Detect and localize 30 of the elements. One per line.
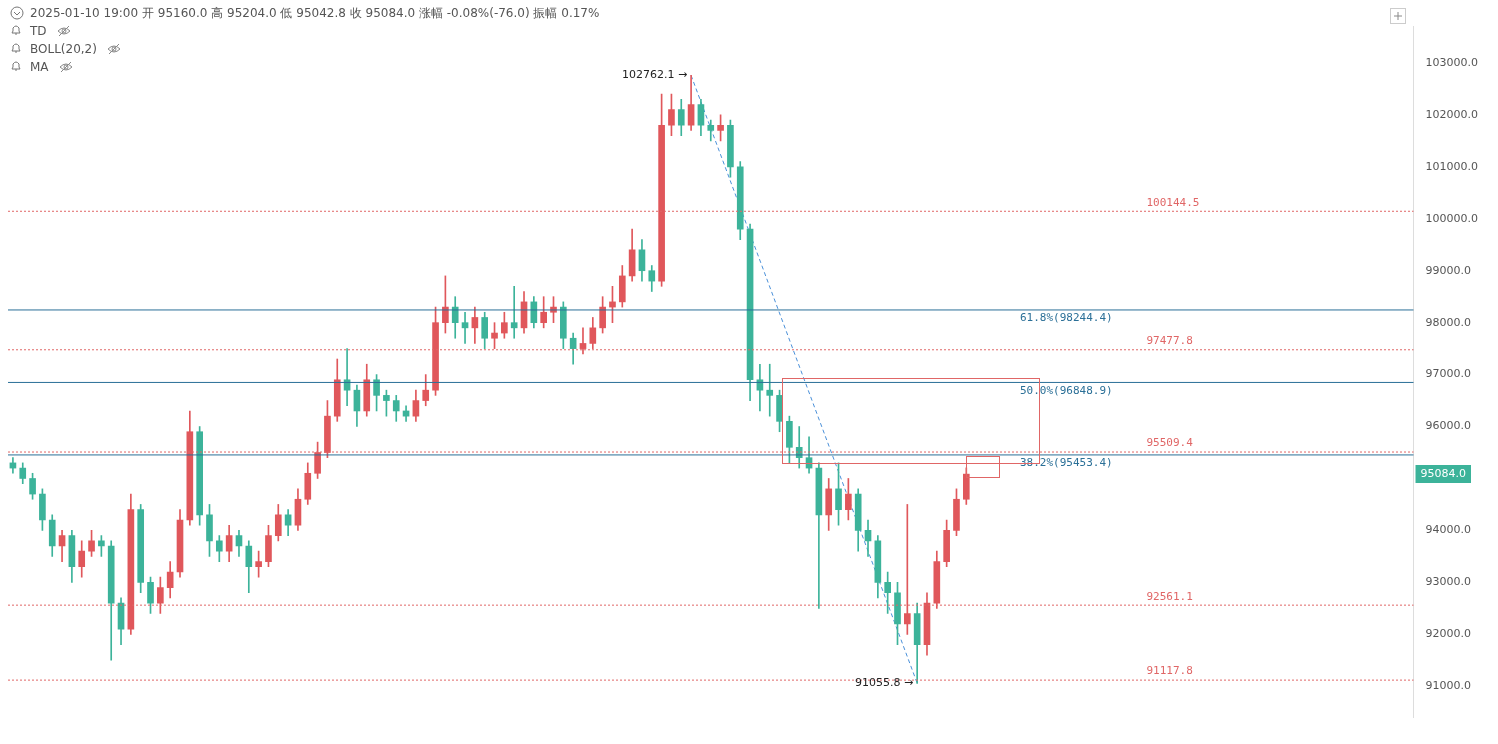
annotation: 102762.1 → [621,68,688,82]
ref-line-label: 91117.8 [1146,664,1193,678]
annotation: MA [30,60,49,74]
y-tick-label: 102000.0 [1425,107,1479,121]
y-tick-label: 92000.0 [1425,627,1472,641]
ref-line-label: 38.2%(95453.4) [1019,456,1113,470]
y-tick-label: 101000.0 [1425,159,1479,173]
y-tick-label: 98000.0 [1425,315,1472,329]
y-tick-label: 96000.0 [1425,419,1472,433]
y-tick-label: 91000.0 [1425,679,1472,693]
candlestick [510,285,518,339]
y-tick-label: 97000.0 [1425,367,1472,381]
annotation: 91055.8 → [854,676,914,690]
annotation: BOLL(20,2) [30,42,97,56]
ref-line-label: 95509.4 [1146,436,1194,450]
ref-line-label: 100144.5 [1146,195,1200,209]
y-tick-label: 100000.0 [1425,211,1479,225]
y-tick-label: 94000.0 [1425,523,1472,537]
candlestick [461,311,469,344]
annotation: TD [30,24,47,38]
text: 95084.0 [1420,466,1467,480]
text: 2025-01-10 19:00 开 95160.0 高 95204.0 低 95042.8 收 95084.0 涨幅 -0.08%(-76.0) 振幅 0.17% [30,4,600,22]
y-tick-label: 103000.0 [1425,55,1479,69]
candlestick [579,327,587,355]
ref-line-label: 61.8%(98244.4) [1019,311,1113,325]
ref-line-label: 92561.1 [1146,589,1193,603]
ref-line-label: 97477.8 [1146,334,1193,348]
y-tick-label: 99000.0 [1425,263,1472,277]
y-tick-label: 93000.0 [1425,575,1472,589]
candlestick [766,363,774,417]
